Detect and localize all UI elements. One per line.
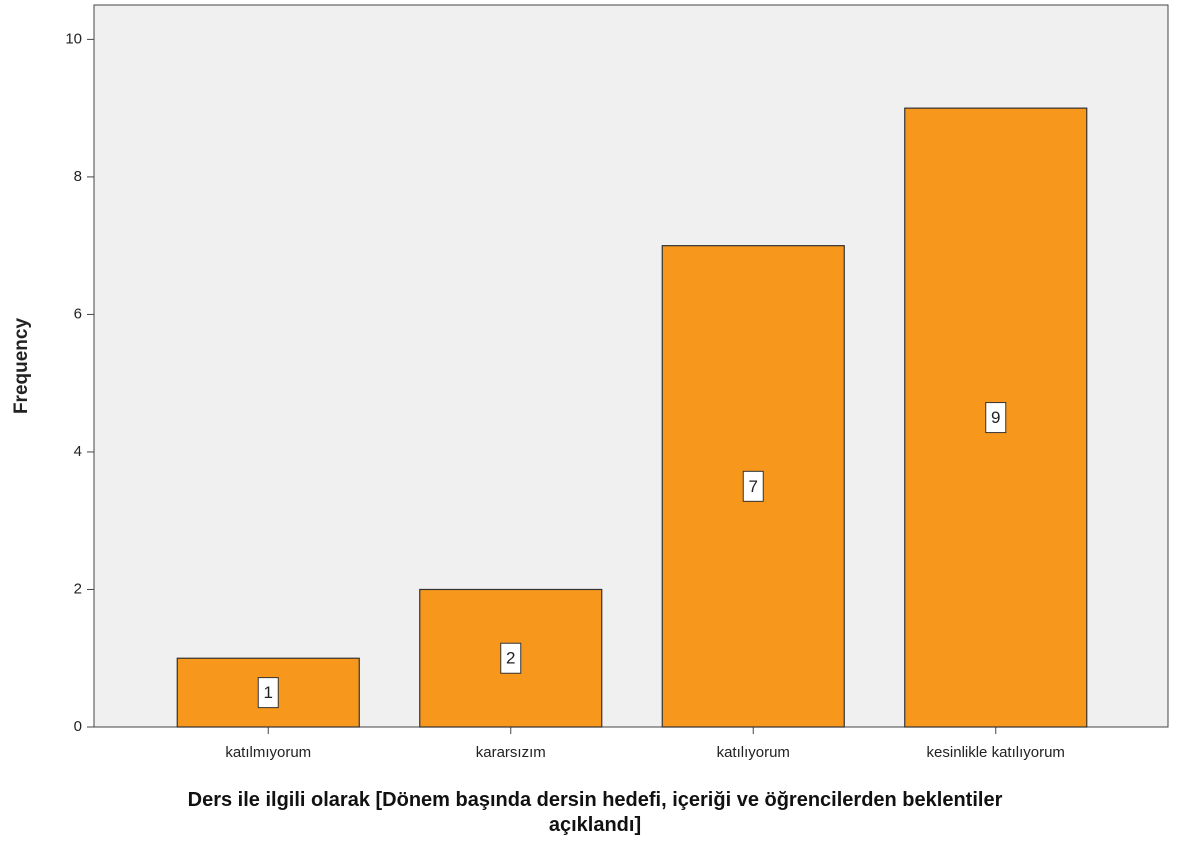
- value-label: 2: [506, 649, 515, 668]
- value-label-box: [985, 402, 1007, 434]
- y-axis-title: Frequency: [11, 318, 32, 415]
- value-label: 1: [264, 683, 273, 702]
- value-label-box: [500, 642, 522, 674]
- y-tick-label: 0: [74, 718, 82, 735]
- x-tick-label: kararsızım: [476, 744, 546, 761]
- value-label: 9: [991, 408, 1000, 427]
- y-tick-label: 8: [74, 168, 82, 185]
- x-tick-label: katılıyorum: [717, 744, 790, 761]
- value-label-box: [257, 677, 279, 709]
- x-axis-title: Ders ile ilgili olarak [Dönem başında de…: [187, 789, 1003, 836]
- value-label: 7: [749, 477, 758, 496]
- x-tick-label: katılmıyorum: [225, 744, 311, 761]
- y-tick-label: 2: [74, 580, 82, 597]
- y-tick-label: 6: [74, 305, 82, 322]
- x-tick-label: kesinlikle katılıyorum: [927, 744, 1065, 761]
- value-label-box: [742, 470, 764, 502]
- y-tick-label: 10: [65, 30, 82, 47]
- y-tick-label: 4: [74, 443, 82, 460]
